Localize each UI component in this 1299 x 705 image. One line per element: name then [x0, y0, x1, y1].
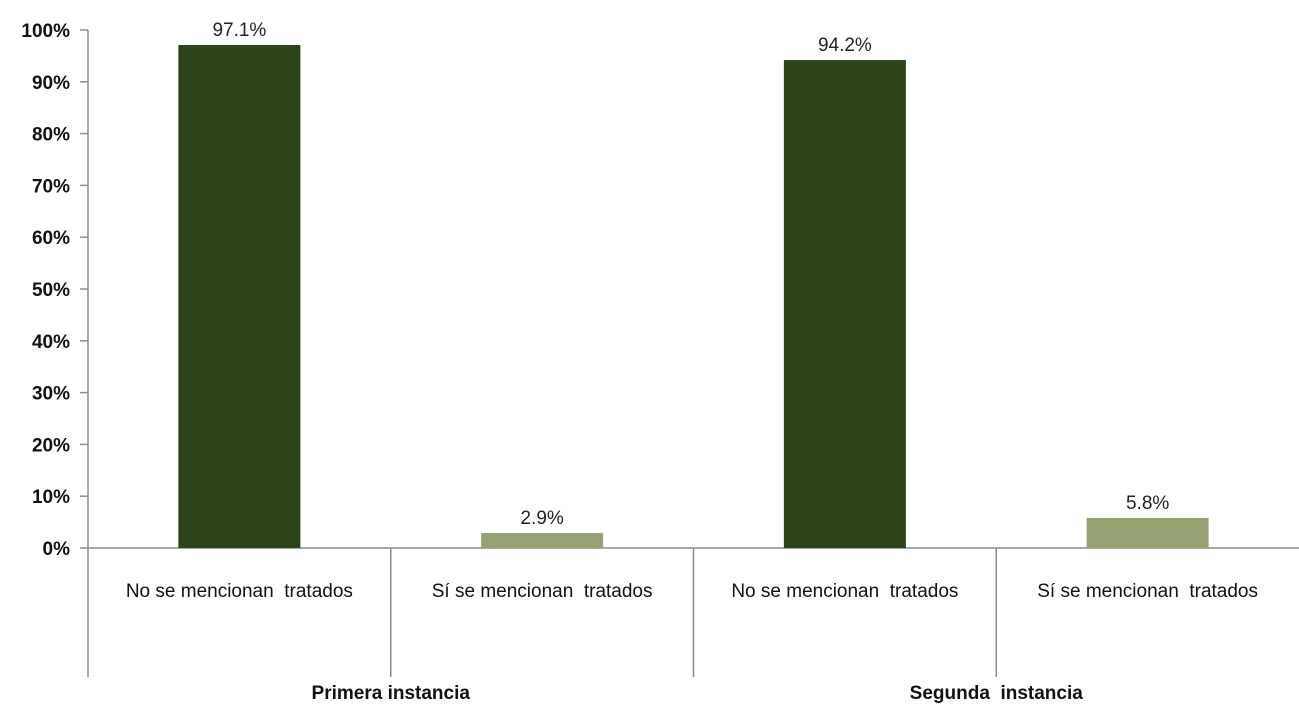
y-tick-label: 30%	[32, 384, 70, 405]
data-label: 97.1%	[212, 20, 266, 41]
labels: 97.1% No se mencionan tratados 2.9% Sí se m…	[126, 20, 1258, 704]
y-tick-label: 10%	[32, 487, 70, 508]
y-tick-label: 70%	[32, 176, 70, 197]
category-label: Sí se mencionan tratados	[432, 581, 653, 602]
bars	[178, 45, 1209, 548]
y-tick-label: 100%	[21, 21, 70, 42]
y-tick-label: 60%	[32, 228, 70, 249]
data-label: 5.8%	[1126, 493, 1169, 514]
y-tick-label: 40%	[32, 332, 70, 353]
group-label: Primera instancia	[312, 683, 471, 704]
data-label: 94.2%	[818, 35, 872, 56]
bar-primera-instancia-si-se-mencionan-tratados	[481, 532, 604, 548]
category-label: No se mencionan tratados	[126, 581, 353, 602]
y-tick-label: 90%	[32, 73, 70, 94]
y-tick-label: 0%	[43, 539, 71, 560]
axes: 0% 10% 20% 30% 40% 50% 60% 70% 80% 90% 100%	[21, 21, 1299, 677]
y-tick-label: 50%	[32, 280, 70, 301]
group-label: Segunda instancia	[910, 683, 1084, 704]
bar-segunda-instancia-si-se-mencionan-tratados	[1086, 517, 1209, 548]
data-label: 2.9%	[520, 508, 563, 529]
y-tick-label: 20%	[32, 435, 70, 456]
category-label: No se mencionan tratados	[731, 581, 958, 602]
bar-segunda-instancia-no-se-mencionan-tratados	[783, 60, 906, 548]
category-label: Sí se mencionan tratados	[1037, 581, 1258, 602]
bar-primera-instancia-no-se-mencionan-tratados	[178, 45, 301, 548]
y-tick-label: 80%	[32, 125, 70, 146]
